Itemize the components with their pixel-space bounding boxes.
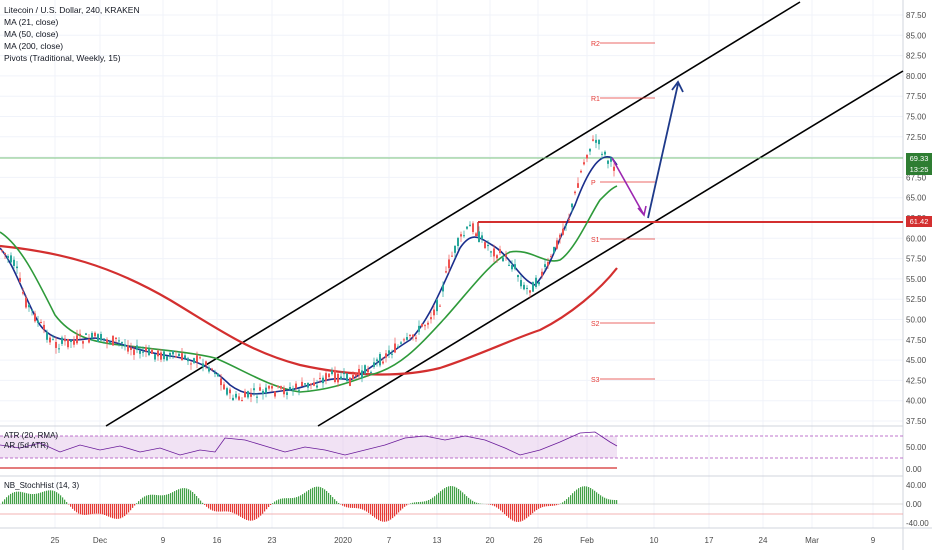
atr-line [0, 431, 618, 456]
pivot-lines [600, 42, 655, 380]
forecast-down-arrow[interactable] [611, 157, 647, 217]
symbol-title[interactable]: Litecoin / U.S. Dollar, 240, KRAKEN [4, 5, 140, 15]
pivot-r1-label: R1 [591, 96, 600, 103]
time-tick-label: 26 [534, 536, 543, 545]
atr-axis: 50.00 0.00 [906, 443, 927, 474]
stoch-tick-label: 40.00 [906, 481, 927, 490]
atr-indicator-label[interactable]: ATR (20, RMA) [4, 431, 59, 440]
legend-pivots[interactable]: Pivots (Traditional, Weekly, 15) [4, 53, 121, 63]
price-tick-label: 87.50 [906, 11, 927, 20]
time-tick-label: 10 [650, 536, 659, 545]
price-tick-label: 75.00 [906, 113, 927, 122]
time-tick-label: 16 [213, 536, 222, 545]
time-tick-label: 2020 [334, 536, 352, 545]
price-tick-label: 50.00 [906, 316, 927, 325]
price-tick-label: 60.00 [906, 234, 927, 243]
price-tick-label: 47.50 [906, 336, 927, 345]
price-tick-label: 82.50 [906, 52, 927, 61]
time-axis[interactable]: 25 Dec 9 16 23 2020 7 13 20 26 Feb 10 17 24 Mar 9 [51, 536, 876, 545]
atr-band [0, 436, 617, 458]
time-tick-label: 7 [387, 536, 392, 545]
price-tick-label: 67.50 [906, 173, 927, 182]
grid [0, 0, 903, 528]
time-tick-label: 9 [871, 536, 876, 545]
stoch-axis: 40.00 0.00 -40.00 [906, 481, 929, 528]
time-tick-label: Dec [93, 536, 107, 545]
price-tick-label: 45.00 [906, 356, 927, 365]
channel-upper-line[interactable] [105, 1, 801, 427]
price-tick-label: 42.50 [906, 376, 927, 385]
pivot-s2-label: S2 [591, 321, 600, 328]
chart-legend: Litecoin / U.S. Dollar, 240, KRAKEN MA (… [4, 4, 140, 64]
ma50-line [0, 185, 618, 393]
pivot-r2-label: R2 [591, 41, 600, 48]
time-tick-label: Feb [580, 536, 594, 545]
price-tick-label: 80.00 [906, 72, 927, 81]
price-tick-label: 85.00 [906, 31, 927, 40]
time-tick-label: 9 [161, 536, 166, 545]
time-tick-label: Mar [805, 536, 819, 545]
legend-ma200[interactable]: MA (200, close) [4, 41, 64, 51]
stoch-indicator-label[interactable]: NB_StochHist (14, 3) [4, 481, 80, 490]
price-candles [1, 134, 615, 404]
ma200-line [0, 244, 618, 376]
stoch-tick-label: 0.00 [906, 500, 922, 509]
atr-tick-label: 0.00 [906, 465, 922, 474]
forecast-up-arrow[interactable] [647, 80, 684, 219]
legend-ma21[interactable]: MA (21, close) [4, 17, 59, 27]
price-tick-label: 37.50 [906, 417, 927, 426]
price-tick-label: 55.00 [906, 275, 927, 284]
current-price-tag: 69.33 [906, 153, 932, 164]
atr2-indicator-label[interactable]: AR (5d ATR) [4, 441, 49, 450]
time-tick-label: 13 [433, 536, 442, 545]
countdown-tag: 13:25 [906, 164, 932, 175]
channel-lower-line[interactable] [317, 70, 904, 427]
price-tick-label: 65.00 [906, 194, 927, 203]
atr-tick-label: 50.00 [906, 443, 927, 452]
price-tick-label: 77.50 [906, 92, 927, 101]
legend-ma50[interactable]: MA (50, close) [4, 29, 59, 39]
stoch-histogram [2, 486, 618, 522]
level-price-tag: 61.42 [906, 216, 932, 227]
pivot-s1-label: S1 [591, 237, 600, 244]
time-tick-label: 25 [51, 536, 60, 545]
time-tick-label: 20 [486, 536, 495, 545]
time-tick-label: 17 [705, 536, 714, 545]
price-tick-label: 40.00 [906, 397, 927, 406]
ma21-line [0, 156, 618, 395]
time-tick-label: 24 [759, 536, 768, 545]
time-tick-label: 23 [268, 536, 277, 545]
pivot-s3-label: S3 [591, 377, 600, 384]
price-tick-label: 52.50 [906, 295, 927, 304]
price-tick-label: 57.50 [906, 255, 927, 264]
price-tick-label: 72.50 [906, 133, 927, 142]
pivot-p-label: P [591, 180, 596, 187]
stoch-tick-label: -40.00 [906, 519, 929, 528]
